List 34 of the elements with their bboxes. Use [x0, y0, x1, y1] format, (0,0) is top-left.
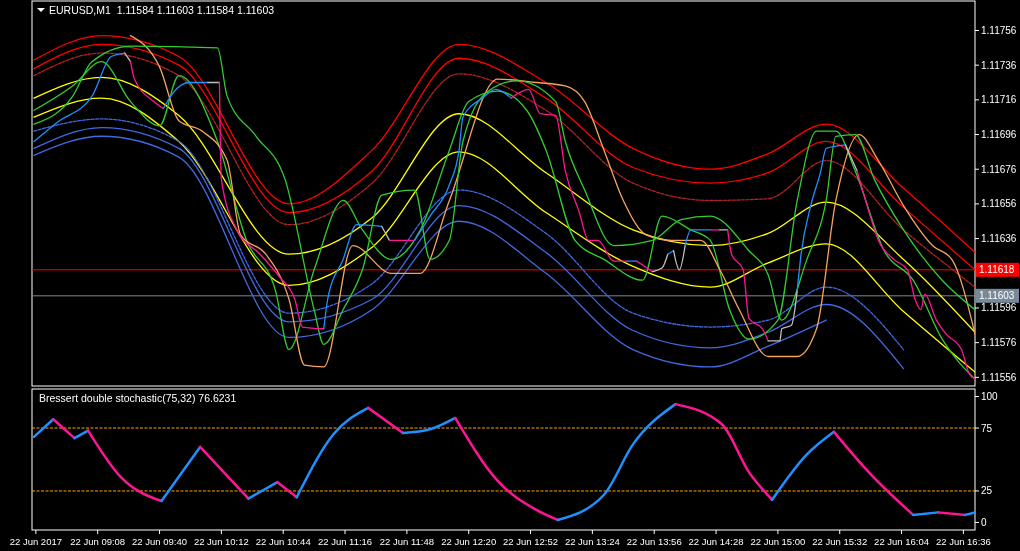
- x-tick-label: 22 Jun 09:08: [70, 536, 126, 547]
- y-tick-label: 25: [981, 485, 993, 497]
- x-tick-label: 22 Jun 11:48: [379, 536, 434, 547]
- y-tick-label: 1.11716: [981, 94, 1017, 106]
- x-tick-label: 22 Jun 09:40: [132, 536, 188, 547]
- ref-line-label: 1.11618: [979, 264, 1015, 276]
- x-tick-label: 22 Jun 15:00: [750, 536, 806, 547]
- y-tick-label: 1.11636: [981, 233, 1017, 245]
- x-tick-label: 22 Jun 10:12: [193, 536, 249, 547]
- y-tick-label: 0: [981, 516, 987, 528]
- y-tick-label: 1.11656: [981, 198, 1017, 210]
- x-tick-label: 22 Jun 16:36: [935, 536, 991, 547]
- x-tick-label: 22 Jun 2017: [9, 536, 63, 547]
- y-tick-label: 1.11756: [981, 24, 1017, 36]
- x-tick-label: 22 Jun 13:56: [626, 536, 682, 547]
- x-tick-label: 22 Jun 16:04: [874, 536, 930, 547]
- x-tick-label: 22 Jun 10:44: [255, 536, 311, 547]
- x-tick-label: 22 Jun 11:16: [317, 536, 373, 547]
- y-tick-label: 1.11596: [981, 302, 1017, 314]
- x-tick-label: 22 Jun 12:52: [503, 536, 559, 547]
- x-tick-label: 22 Jun 15:32: [812, 536, 868, 547]
- y-tick-label: 1.11556: [981, 371, 1017, 383]
- y-tick-label: 1.11576: [981, 337, 1017, 349]
- y-tick-label: 75: [981, 422, 993, 434]
- x-tick-label: 22 Jun 12:20: [441, 536, 497, 547]
- chart-title: EURUSD,M1 1.11584 1.11603 1.11584 1.11603: [49, 4, 275, 16]
- y-tick-label: 1.11696: [981, 129, 1017, 141]
- chart-title: Bressert double stochastic(75,32) 76.6231: [39, 392, 237, 404]
- y-tick-label: 1.11736: [981, 59, 1017, 71]
- y-tick-label: 100: [981, 391, 999, 403]
- x-tick-label: 22 Jun 14:28: [688, 536, 744, 547]
- y-tick-label: 1.11676: [981, 163, 1017, 175]
- x-tick-label: 22 Jun 13:24: [564, 536, 620, 547]
- ref-line-label: 1.11603: [979, 290, 1015, 302]
